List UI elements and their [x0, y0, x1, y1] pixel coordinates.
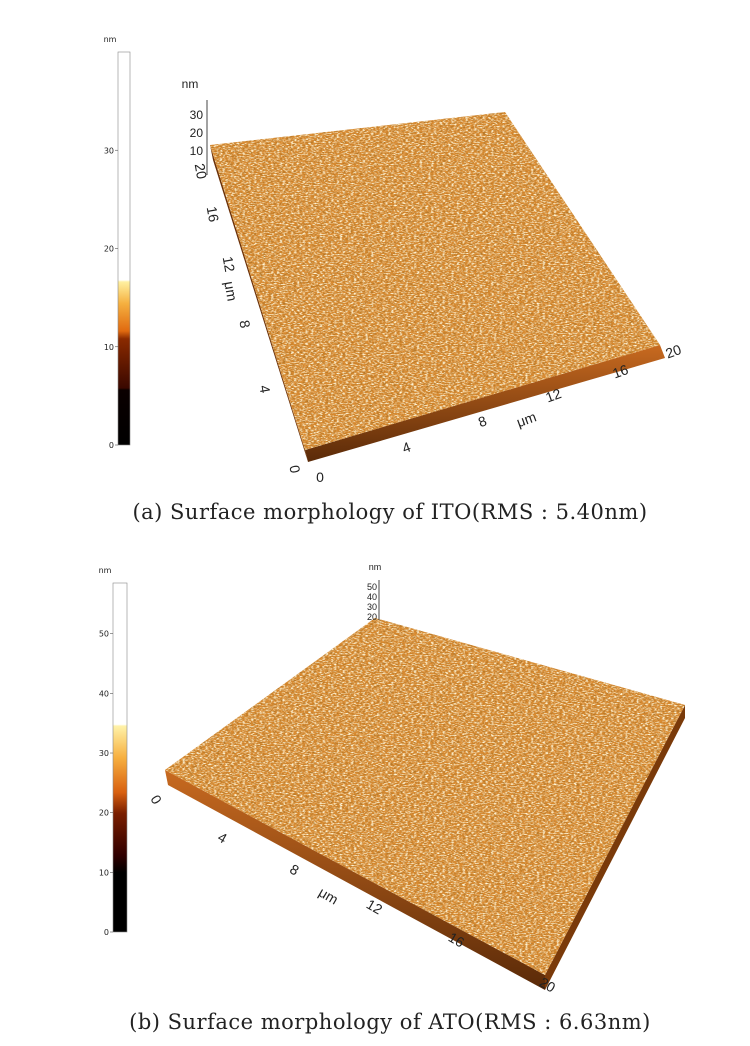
z-tick: 30: [367, 602, 377, 612]
x-tick: 0: [316, 469, 324, 485]
colorbar-tick-label: 10: [99, 868, 109, 877]
colorbar-tick-label: 30: [104, 146, 114, 155]
z-tick: 20: [190, 126, 204, 140]
y-unit: μm: [221, 280, 240, 302]
colorbar-tick-label: 50: [99, 630, 109, 639]
colorbar-tick-label: 30: [99, 749, 109, 758]
x-tick: 4: [215, 829, 230, 847]
y-tick: 8: [236, 319, 253, 330]
y-tick: 12: [220, 255, 238, 273]
x-unit: μm: [514, 408, 538, 430]
x-tick: 8: [287, 861, 302, 879]
colorbar-unit: nm: [104, 35, 117, 44]
colorbar-tick-label: 10: [104, 343, 114, 352]
x-tick: 16: [610, 361, 630, 381]
y-tick: 4: [256, 384, 273, 395]
z-tick: 30: [190, 108, 204, 122]
x-tick: 20: [537, 974, 559, 996]
x-tick: 12: [543, 385, 563, 405]
colorbar-tick-label: 20: [99, 809, 109, 818]
y-tick: 20: [192, 162, 210, 180]
surface-peaks: [210, 112, 660, 450]
y-tick: 16: [204, 205, 222, 223]
z-unit: nm: [369, 562, 382, 572]
z-tick: 40: [367, 592, 377, 602]
colorbar-tick-label: 0: [104, 928, 109, 937]
caption: (a) Surface morphology of ITO(RMS : 5.40…: [132, 500, 647, 524]
colorbar-ticks: 0 10 20 30: [104, 146, 118, 450]
surface-peaks: [165, 618, 685, 975]
x-tick: 16: [446, 929, 468, 951]
x-tick: 8: [476, 412, 489, 430]
surface-wall: [545, 705, 685, 990]
x-tick: 0: [147, 792, 165, 807]
colorbar: [112, 582, 128, 933]
surface-wall: [210, 145, 308, 462]
z-tick: 20: [367, 612, 377, 622]
x-tick: 4: [400, 438, 413, 456]
surface-wall: [165, 770, 545, 990]
colorbar-tick-label: 40: [99, 689, 109, 698]
y-tick: 0: [286, 464, 303, 475]
surface-wall: [305, 345, 665, 462]
colorbar-ticks: 0 10 20 30 40 50: [99, 630, 113, 937]
x-unit: μm: [316, 884, 341, 908]
colorbar-unit: nm: [99, 566, 112, 575]
z-tick: 10: [190, 144, 204, 158]
x-tick: 12: [364, 896, 386, 918]
colorbar-tick-label: 0: [109, 441, 114, 450]
colorbar: [117, 51, 131, 446]
z-unit: nm: [182, 77, 199, 91]
caption: (b) Surface morphology of ATO(RMS : 6.63…: [129, 1010, 651, 1034]
x-tick: 20: [663, 341, 683, 361]
colorbar-tick-label: 20: [104, 245, 114, 254]
z-tick: 50: [367, 582, 377, 592]
